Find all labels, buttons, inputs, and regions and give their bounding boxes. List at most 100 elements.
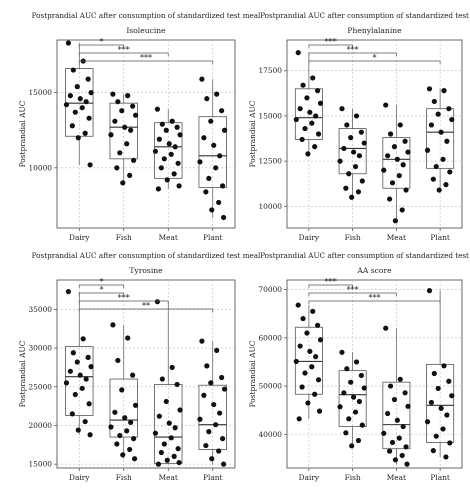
data-point [199, 338, 205, 344]
data-point [449, 116, 455, 123]
data-point [295, 50, 301, 56]
data-point [315, 377, 322, 383]
data-point [131, 157, 137, 163]
data-point [391, 396, 398, 403]
data-point [356, 153, 363, 159]
box-iqr [294, 88, 323, 140]
box-plant [426, 88, 455, 191]
data-point [80, 336, 86, 342]
data-point [114, 441, 120, 447]
data-point [152, 430, 159, 436]
data-point [402, 138, 408, 144]
data-point [346, 416, 352, 422]
data-point [447, 440, 453, 446]
data-point [304, 330, 310, 336]
x-tick-label: Meat [159, 233, 178, 242]
data-point [117, 432, 123, 439]
data-point [161, 441, 167, 447]
y-tick-label: 10000 [28, 163, 52, 172]
data-point [295, 302, 301, 308]
data-point [400, 162, 406, 168]
data-point [441, 88, 447, 94]
data-point [220, 183, 226, 189]
data-point [341, 390, 347, 396]
data-point [443, 182, 449, 188]
data-point [169, 364, 175, 371]
data-point [221, 127, 228, 133]
data-point [220, 461, 227, 467]
data-point [315, 131, 322, 137]
box-iqr [382, 137, 411, 189]
data-point [211, 142, 217, 148]
data-point [211, 401, 217, 408]
data-point [125, 93, 131, 99]
data-point [397, 376, 403, 382]
data-point [297, 343, 303, 349]
data-point [353, 113, 360, 119]
y-tick-label: 50000 [258, 382, 282, 391]
data-point [159, 121, 165, 127]
data-point [428, 399, 435, 406]
data-point [115, 99, 121, 105]
data-point [213, 422, 219, 428]
data-point [216, 448, 222, 454]
data-point [88, 364, 94, 370]
box-iqr [154, 384, 183, 464]
data-point [444, 412, 450, 418]
y-axis-label: Postprandial AUC [18, 100, 27, 167]
data-point [164, 177, 170, 183]
data-point [358, 129, 364, 135]
data-point [440, 156, 446, 162]
data-point [446, 378, 452, 384]
data-point [77, 372, 83, 378]
data-point [317, 100, 324, 106]
data-point [300, 315, 306, 322]
data-point [110, 322, 116, 328]
data-point [394, 156, 400, 162]
x-tick-label: Meat [387, 473, 406, 482]
data-point [201, 135, 207, 141]
data-point [381, 167, 387, 173]
data-point [310, 75, 316, 81]
data-point [310, 308, 316, 314]
data-point [174, 124, 180, 130]
significance-bracket: *** [78, 53, 214, 64]
significance-bracket: *** [308, 277, 353, 288]
data-point [424, 147, 431, 153]
x-tick-label: Fish [345, 233, 361, 242]
data-point [299, 384, 305, 390]
data-point [197, 416, 203, 422]
data-point [163, 127, 169, 133]
significance-label: *** [325, 277, 337, 286]
data-point [405, 149, 411, 155]
data-point [307, 348, 313, 354]
significance-label: ** [142, 301, 150, 310]
data-point [316, 408, 323, 414]
data-point [389, 180, 396, 186]
significance-label: * [100, 277, 104, 286]
data-point [430, 448, 436, 454]
data-point [79, 105, 85, 111]
data-point [166, 141, 172, 147]
data-point [443, 454, 449, 460]
data-point [128, 127, 134, 133]
y-tick-label: 35000 [28, 305, 52, 314]
data-point [296, 416, 302, 422]
significance-label: *** [118, 293, 130, 302]
data-point [314, 322, 321, 328]
panel-1: Postprandial AUC after consumption of st… [18, 11, 261, 242]
data-point [387, 383, 394, 389]
data-point [349, 194, 355, 200]
data-point [203, 189, 209, 195]
data-point [176, 459, 182, 466]
data-point [127, 172, 133, 178]
data-point [352, 409, 359, 415]
significance-label: *** [369, 293, 381, 302]
box-iqr [426, 363, 455, 443]
data-point [176, 183, 182, 189]
box-iqr [426, 108, 455, 169]
data-point [391, 144, 398, 150]
y-tick-label: 70000 [258, 285, 282, 294]
x-tick-label: Fish [345, 473, 361, 482]
data-point [403, 187, 409, 193]
